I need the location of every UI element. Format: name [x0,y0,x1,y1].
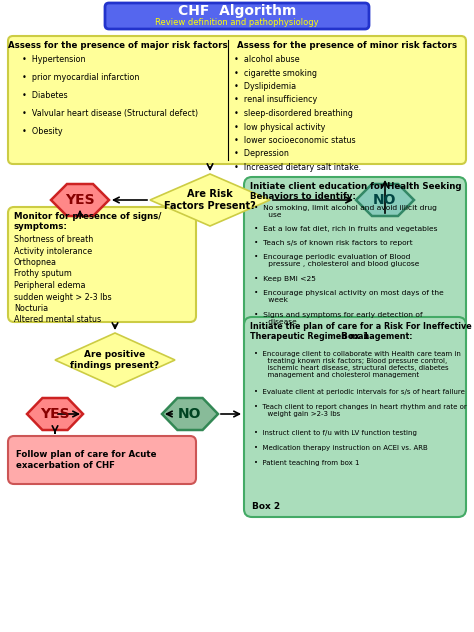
Text: •  Keep BMI <25: • Keep BMI <25 [254,276,316,282]
Text: Orthopnea: Orthopnea [14,258,57,267]
FancyBboxPatch shape [8,436,196,484]
Text: Shortness of breath: Shortness of breath [14,235,93,244]
Text: Box 2: Box 2 [252,502,280,511]
Text: YES: YES [40,407,70,421]
Text: YES: YES [65,193,95,207]
FancyBboxPatch shape [8,207,196,322]
Text: Initiate client education for Health Seeking
Behaviors to identify:: Initiate client education for Health See… [250,182,462,202]
FancyBboxPatch shape [8,36,466,164]
Text: •  Encourage periodic evaluation of Blood
      pressure , cholesterol and blood: • Encourage periodic evaluation of Blood… [254,254,419,267]
Text: •  Increased dietary salt intake.: • Increased dietary salt intake. [234,163,361,172]
Text: Box 1: Box 1 [341,332,369,341]
Text: Are positive
findings present?: Are positive findings present? [71,350,160,370]
Text: •  Instruct client to f/u with LV function testing: • Instruct client to f/u with LV functio… [254,430,417,436]
Text: •  Eat a low fat diet, rich in fruits and vegetables: • Eat a low fat diet, rich in fruits and… [254,226,438,232]
Text: sudden weight > 2-3 lbs: sudden weight > 2-3 lbs [14,293,111,301]
FancyBboxPatch shape [105,3,369,29]
Text: •  Obesity: • Obesity [22,127,63,136]
Text: •  Encourage physical activity on most days of the
      week: • Encourage physical activity on most da… [254,290,444,303]
Polygon shape [356,184,414,216]
Text: •  Valvular heart disease (Structural defect): • Valvular heart disease (Structural def… [22,109,198,118]
Text: •  Encourage client to collaborate with Health care team in
      treating known: • Encourage client to collaborate with H… [254,351,461,378]
Text: •  lower socioeconomic status: • lower socioeconomic status [234,136,356,145]
Text: •  Hypertension: • Hypertension [22,55,85,64]
Polygon shape [150,174,270,226]
Text: Assess for the presence of major risk factors: Assess for the presence of major risk fa… [8,41,228,50]
Text: •  alcohol abuse: • alcohol abuse [234,55,300,64]
Text: Monitor for presence of signs/
symptoms:: Monitor for presence of signs/ symptoms: [14,212,161,231]
Text: •  Depression: • Depression [234,150,289,159]
Text: Activity intolerance: Activity intolerance [14,246,92,255]
Polygon shape [27,398,83,430]
Text: CHF  Algorithm: CHF Algorithm [178,4,296,18]
Text: •  Diabetes: • Diabetes [22,91,68,100]
Text: Peripheral edema: Peripheral edema [14,281,85,290]
Text: •  sleep-disordered breathing: • sleep-disordered breathing [234,109,353,118]
Text: •  Patient teaching from box 1: • Patient teaching from box 1 [254,460,359,466]
Text: •  Medication therapy instruction on ACEI vs. ARB: • Medication therapy instruction on ACEI… [254,445,428,451]
Text: •  low physical activity: • low physical activity [234,123,325,131]
Polygon shape [55,333,175,387]
Text: Assess for the presence of minor risk factors: Assess for the presence of minor risk fa… [237,41,457,50]
Text: Altered mental status: Altered mental status [14,315,101,324]
Text: •  cigarette smoking: • cigarette smoking [234,68,317,78]
Text: NO: NO [178,407,202,421]
Text: •  Teach client to report changes in heart rhythm and rate or
      weight gain : • Teach client to report changes in hear… [254,404,467,417]
Text: •  prior myocardial infarction: • prior myocardial infarction [22,73,139,82]
Text: •  renal insufficiency: • renal insufficiency [234,95,317,104]
Text: •  Signs and symptoms for early detection of
      disease: • Signs and symptoms for early detection… [254,312,423,325]
Text: •  Dyslipidemia: • Dyslipidemia [234,82,296,91]
Text: •  No smoking, limit alcohol and avoid illicit drug
      use: • No smoking, limit alcohol and avoid il… [254,205,437,218]
Text: Follow plan of care for Acute
exacerbation of CHF: Follow plan of care for Acute exacerbati… [16,450,156,470]
Text: Frothy sputum: Frothy sputum [14,269,72,279]
Polygon shape [51,184,109,216]
Text: NO: NO [373,193,397,207]
Text: •  Evaluate client at periodic intervals for s/s of heart failure: • Evaluate client at periodic intervals … [254,389,465,395]
FancyBboxPatch shape [244,317,466,517]
Text: •  Teach s/s of known risk factors to report: • Teach s/s of known risk factors to rep… [254,240,413,246]
FancyBboxPatch shape [244,177,466,347]
Polygon shape [162,398,218,430]
Text: Initiate the plan of care for a Risk For Ineffective
Therapeutic Regimen managem: Initiate the plan of care for a Risk For… [250,322,472,341]
Text: Are Risk
Factors Present?: Are Risk Factors Present? [164,189,256,211]
Text: Nocturia: Nocturia [14,304,48,313]
Text: Review definition and pathophysiology: Review definition and pathophysiology [155,18,319,27]
